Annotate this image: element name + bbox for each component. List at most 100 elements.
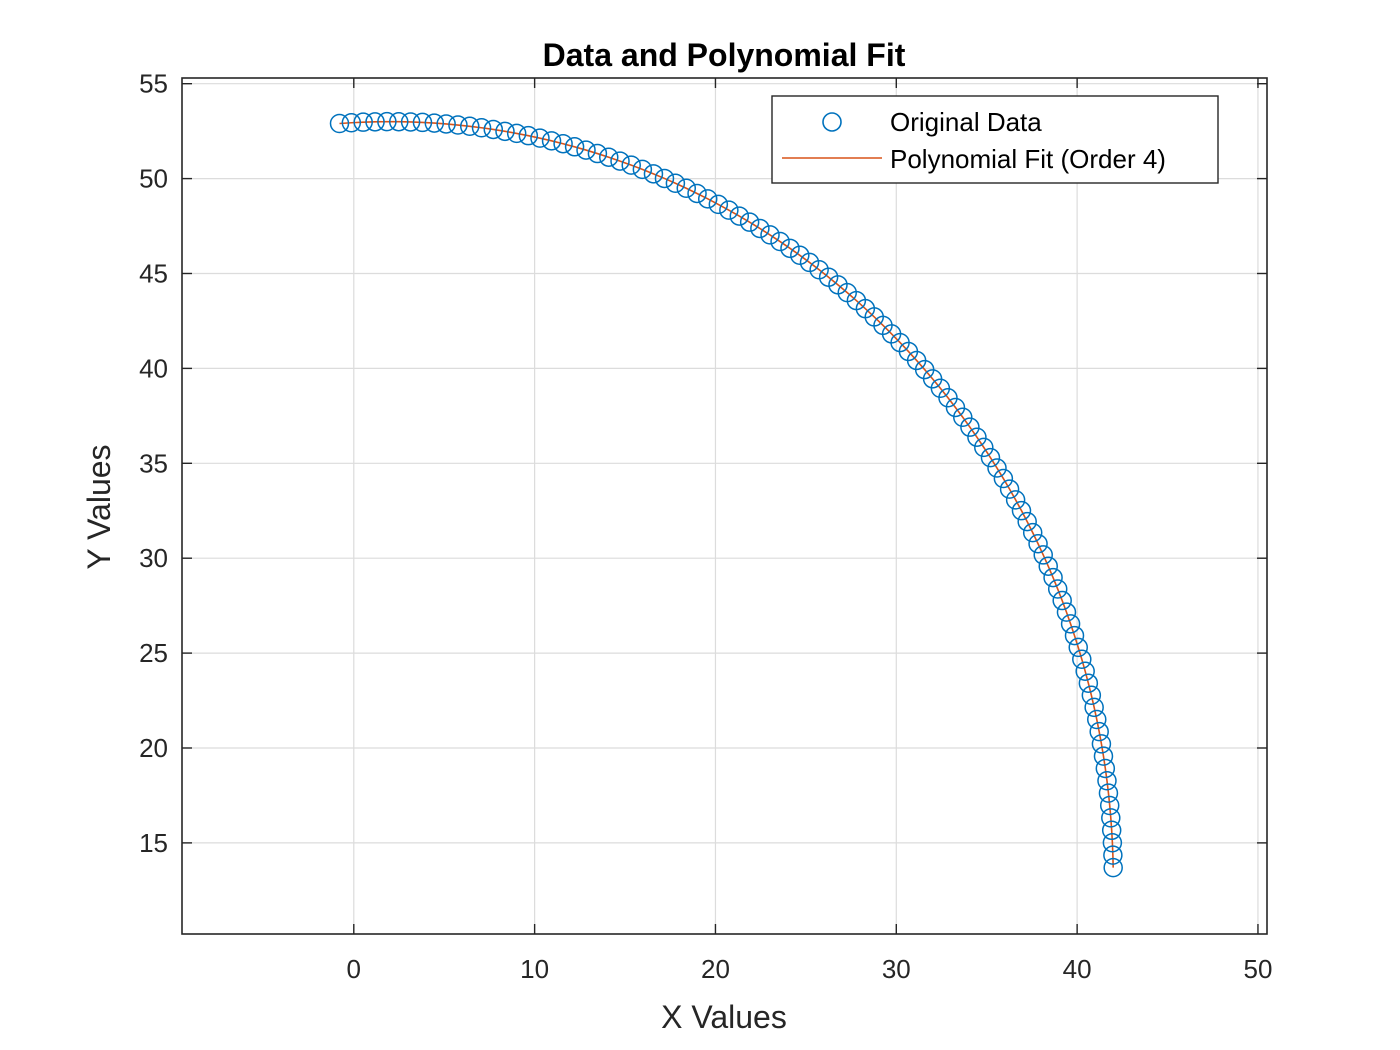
data-point <box>541 131 562 151</box>
x-tick-label: 40 <box>1063 954 1092 984</box>
x-axis-label: X Values <box>661 999 787 1035</box>
y-tick-labels: 15 20 25 30 35 40 45 50 55 <box>139 69 168 858</box>
data-point <box>708 194 729 215</box>
data-point <box>530 128 550 148</box>
data-point <box>587 143 608 164</box>
data-point <box>953 407 973 427</box>
data-point <box>1064 625 1085 646</box>
data-point <box>676 178 697 199</box>
chart-title: Data and Polynomial Fit <box>543 37 906 73</box>
data-point <box>974 437 994 458</box>
data-point <box>341 112 362 133</box>
data-point <box>1033 545 1053 565</box>
y-tick-label: 15 <box>139 828 168 858</box>
data-point <box>1102 832 1123 853</box>
data-point <box>760 225 780 245</box>
data-point <box>960 417 980 437</box>
data-point <box>1087 709 1107 730</box>
data-point <box>365 112 385 132</box>
data-point <box>412 112 433 133</box>
grid <box>182 78 1267 934</box>
data-point <box>643 164 664 184</box>
data-point <box>999 479 1020 499</box>
ticks <box>182 78 1267 934</box>
x-tick-label: 10 <box>520 954 549 984</box>
data-point <box>993 468 1014 489</box>
data-point <box>599 147 619 167</box>
data-point <box>1095 758 1116 779</box>
data-markers <box>329 111 1123 878</box>
y-tick-label: 20 <box>139 733 168 763</box>
data-point <box>400 112 421 132</box>
data-point <box>389 111 409 132</box>
data-point <box>518 125 539 146</box>
data-point <box>1098 783 1119 803</box>
data-point <box>1043 567 1063 588</box>
polynomial-fit-line <box>339 120 1114 868</box>
data-point <box>780 238 800 259</box>
data-point <box>1099 795 1120 816</box>
data-point <box>790 245 810 266</box>
data-point <box>719 200 739 220</box>
data-point <box>1097 771 1117 791</box>
data-point <box>980 447 1001 468</box>
data-point <box>1022 522 1043 543</box>
legend-entry-original-data: Original Data <box>890 107 1042 137</box>
y-tick-label: 50 <box>139 164 168 194</box>
data-point <box>495 121 515 142</box>
data-point <box>610 151 630 171</box>
data-point <box>1017 511 1037 532</box>
data-point <box>1078 673 1099 693</box>
data-point <box>1028 533 1048 554</box>
data-point <box>329 113 350 134</box>
data-point <box>987 458 1007 478</box>
x-tick-label: 20 <box>701 954 730 984</box>
x-tick-label: 0 <box>347 954 361 984</box>
data-point <box>448 115 468 135</box>
y-tick-label: 45 <box>139 258 168 288</box>
data-point <box>665 173 686 194</box>
legend-marker-original-data <box>822 112 842 132</box>
data-point <box>1068 637 1088 658</box>
y-axis-label: Y Values <box>81 444 117 569</box>
data-point <box>697 189 718 209</box>
data-point <box>770 231 790 252</box>
data-point <box>621 155 641 175</box>
data-point <box>1103 845 1123 865</box>
x-tick-labels: 0 10 20 30 40 50 <box>347 954 1273 984</box>
data-point <box>1052 590 1072 611</box>
data-point <box>687 183 707 204</box>
data-point <box>1084 697 1104 718</box>
data-point <box>424 113 445 133</box>
data-point <box>564 137 585 157</box>
data-point <box>506 123 527 144</box>
data-point <box>471 118 492 138</box>
y-tick-label: 40 <box>139 353 168 383</box>
data-point <box>1101 820 1122 841</box>
data-point <box>1091 734 1112 754</box>
data-point <box>938 388 958 408</box>
data-point <box>1072 649 1092 670</box>
y-tick-label: 30 <box>139 543 168 573</box>
axes-box <box>181 77 1268 935</box>
data-point <box>1075 661 1095 681</box>
data-point <box>1038 556 1058 576</box>
data-point <box>750 218 770 239</box>
data-point <box>729 206 750 226</box>
data-point <box>1103 857 1123 878</box>
data-point <box>1081 685 1102 705</box>
data-point <box>945 397 966 418</box>
data-point <box>1005 490 1026 510</box>
data-point <box>1060 614 1081 634</box>
x-tick-label: 30 <box>882 954 911 984</box>
data-point <box>654 168 675 189</box>
legend-box <box>771 95 1219 184</box>
legend-entry-polynomial-fit: Polynomial Fit (Order 4) <box>890 144 1166 174</box>
data-point <box>553 133 573 154</box>
data-point <box>967 427 987 447</box>
legend: Original Data Polynomial Fit (Order 4) <box>771 95 1219 184</box>
y-tick-label: 25 <box>139 638 168 668</box>
data-point <box>460 116 480 137</box>
data-point <box>1089 721 1109 742</box>
